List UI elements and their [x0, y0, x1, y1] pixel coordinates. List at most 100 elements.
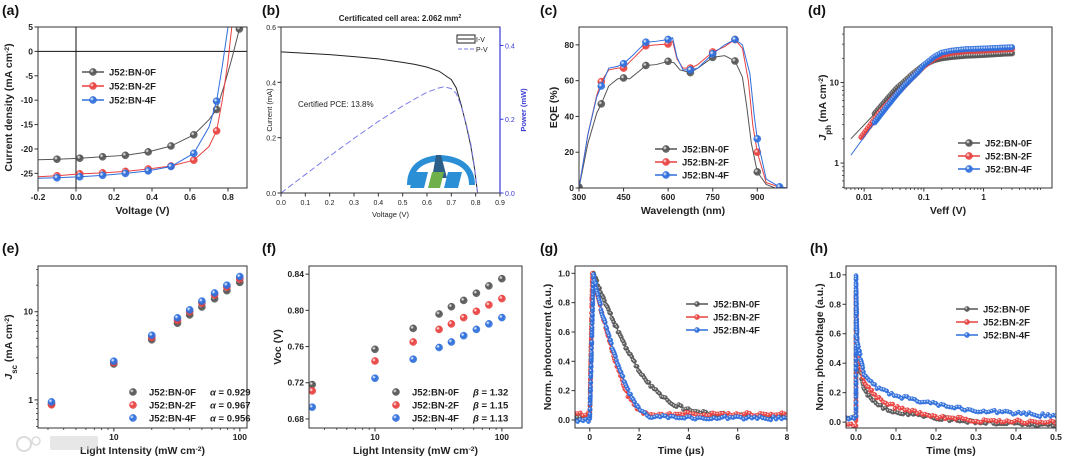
- legend-label: J52:BN-4F: [985, 165, 1032, 176]
- panel-label: (a): [2, 2, 19, 18]
- legend-label: J52:BN-4F: [682, 171, 729, 182]
- data-point: [784, 415, 787, 421]
- data-point: [435, 310, 443, 318]
- x-tick-label: 4: [686, 432, 691, 442]
- text-part: -2: [468, 446, 474, 453]
- plot-area: [47, 272, 244, 409]
- x-tick-label: 0.9: [495, 200, 505, 207]
- data-point: [447, 302, 456, 311]
- data-point: [235, 272, 244, 281]
- x-tick-label: 0.4: [373, 200, 383, 207]
- x-tick-label: 0.2: [325, 200, 335, 207]
- data-point: [185, 306, 194, 314]
- y-axis-label: Voc (V): [272, 329, 284, 364]
- legend-swatch-box: [456, 34, 476, 44]
- data-point: [459, 313, 468, 322]
- data-point: [606, 333, 612, 339]
- data-point: [853, 385, 859, 391]
- y-tick-label: 0.68: [287, 414, 304, 424]
- data-point: [98, 152, 107, 161]
- panel-label: (c): [540, 2, 557, 18]
- series-j52-bn-4f: [575, 272, 787, 424]
- data-point: [992, 407, 997, 413]
- y-tick-label: 20: [565, 147, 575, 157]
- legend-marker: [964, 319, 970, 325]
- data-point: [613, 354, 618, 359]
- chart-panel-d: (d) 0.01 0.1 1 1 10 Veff (V) Jph (mA cm-2) J52:B…: [808, 2, 1053, 217]
- data-point: [588, 384, 594, 390]
- legend-marker: [694, 301, 700, 307]
- y-tick-label: -10: [21, 95, 34, 105]
- panel-label: (g): [540, 240, 558, 256]
- chart-panel-h: (h) 0.0 0.1 0.2 0.3 0.4 0.5 0.0 0.2 0.4 0.6 0.8 1.0 T…: [810, 240, 1062, 457]
- y-tick-label: 80: [565, 40, 575, 50]
- data-point: [678, 403, 684, 409]
- legend-extra: β = 1.13: [472, 414, 508, 425]
- plot-frame: [574, 265, 788, 429]
- text-part: -2: [195, 446, 201, 453]
- data-point: [860, 365, 866, 371]
- text-part: 2: [458, 14, 461, 20]
- data-point: [598, 301, 603, 307]
- data-point: [890, 401, 896, 407]
- y-axis-label: Current (mA): [265, 88, 274, 132]
- legend: J52:BN-0F J52:BN-2F J52:BN-4F: [956, 305, 1030, 342]
- data-point: [597, 100, 606, 108]
- legend-marker: [964, 332, 970, 338]
- text-part: (mA cm: [3, 324, 15, 365]
- data-point: [53, 173, 61, 182]
- y-tick-label: 0.76: [287, 342, 304, 352]
- x-tick-label: 0.5: [1050, 432, 1062, 442]
- data-point: [189, 156, 198, 164]
- legend-label: J52:BN-2F: [412, 401, 459, 412]
- legend-marker: [129, 414, 137, 422]
- panel-label: (b): [262, 2, 280, 18]
- legend-label: J52:BN-0F: [109, 68, 156, 79]
- legend: I-V P-V: [456, 34, 488, 54]
- y-tick-label: 0.8: [829, 299, 841, 309]
- x-tick-label: 2: [637, 432, 642, 442]
- data-point: [435, 325, 443, 334]
- legend-label: J52:BN-4F: [109, 96, 156, 107]
- y-axis-label: Norm. photocurrent (a.u.): [542, 284, 554, 411]
- text-part: ): [475, 445, 479, 457]
- data-point: [447, 320, 456, 328]
- x-tick-label: 0.4: [146, 192, 158, 202]
- legend: J52:BN-0F J52:BN-2F J52:BN-4F: [655, 145, 729, 182]
- series-line: [850, 52, 1013, 140]
- x-tick-label: 900: [750, 192, 764, 202]
- series-j52-bn-4f: [38, 27, 229, 182]
- text-part: ): [817, 74, 829, 78]
- institute-logo: [407, 154, 475, 188]
- data-point: [371, 374, 379, 383]
- chart-panel-b: (b)0.0 0.1 0.2 0.3 0.4 0.5 0.6 0.7 0.8 0.90.00.20…: [262, 2, 528, 219]
- series-line: [38, 27, 241, 161]
- data-point: [609, 340, 614, 346]
- data-point: [753, 134, 762, 143]
- x-tick-label: 0.01: [856, 192, 873, 202]
- x-tick-label: 0.6: [422, 200, 432, 207]
- data-point: [856, 344, 861, 350]
- x-tick-label: 0.1: [890, 432, 902, 442]
- data-point: [589, 339, 595, 345]
- data-point: [854, 330, 860, 336]
- y-tick-label: 0.6: [266, 25, 276, 32]
- data-point: [731, 35, 739, 44]
- text-part: α: [210, 388, 217, 399]
- legend-marker: [965, 165, 973, 173]
- data-point: [472, 307, 481, 316]
- y-tick-label: 60: [565, 76, 575, 86]
- x-axis-label: Wavelength (nm): [641, 205, 725, 217]
- data-point: [212, 97, 221, 105]
- text-part: -2: [4, 47, 11, 53]
- y-tick-label: 0.72: [287, 378, 304, 388]
- legend-label: J52:BN-2F: [149, 401, 196, 412]
- data-point: [869, 387, 875, 393]
- legend-marker: [965, 139, 973, 147]
- text-part: α: [210, 401, 217, 412]
- legend-marker: [662, 158, 670, 166]
- x-axis-label: Light Intensity (mW cm-2): [353, 445, 478, 457]
- legend-label: J52:BN-2F: [713, 313, 760, 324]
- x-tick-label: 0.2: [930, 432, 942, 442]
- x-tick-label: 10: [370, 432, 380, 442]
